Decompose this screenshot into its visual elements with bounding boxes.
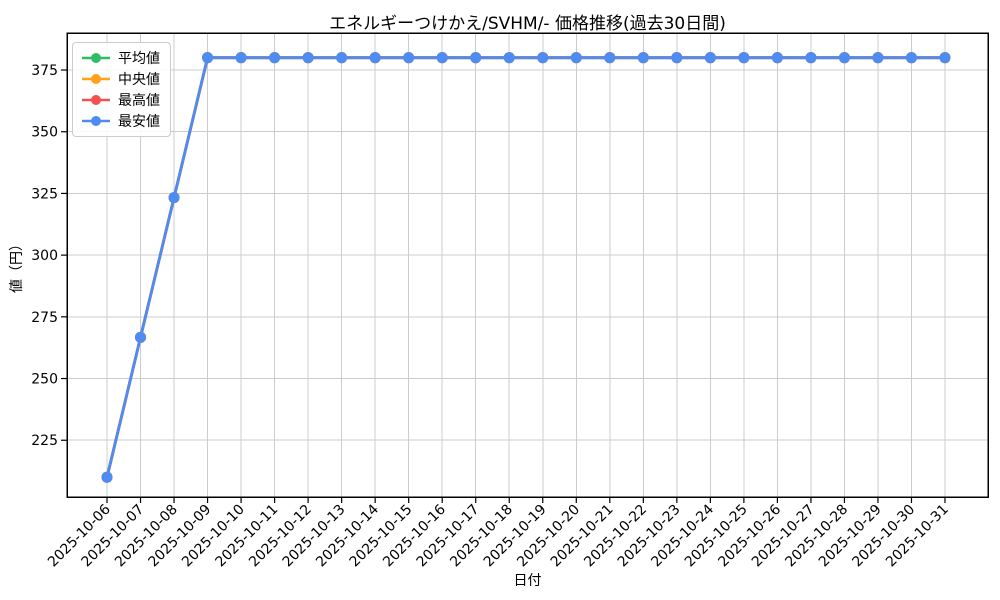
- data-point-min-2025-10-10: [235, 52, 247, 64]
- x-axis-label: 日付: [513, 573, 542, 589]
- legend-marker-min-icon: [82, 116, 110, 126]
- data-point-min-2025-10-24: [704, 52, 716, 64]
- data-point-min-2025-10-25: [738, 52, 750, 64]
- data-point-min-2025-10-17: [470, 52, 482, 64]
- data-point-min-2025-10-14: [369, 52, 381, 64]
- data-point-min-2025-10-30: [905, 52, 917, 64]
- legend-marker-max-icon: [82, 95, 110, 105]
- legend-item-max: 最高値: [81, 90, 160, 110]
- data-point-min-2025-10-07: [135, 331, 147, 343]
- y-tick-label-225: 225: [31, 433, 58, 449]
- series-average: [101, 52, 951, 483]
- data-point-min-2025-10-15: [403, 52, 415, 64]
- data-point-min-2025-10-21: [604, 52, 616, 64]
- data-point-min-2025-10-09: [202, 52, 214, 64]
- legend-dot-max: [91, 95, 101, 105]
- legend-item-min: 最安値: [81, 111, 160, 131]
- y-tick-label-375: 375: [31, 63, 58, 79]
- legend: 平均値中央値最高値最安値: [72, 42, 171, 137]
- series-max: [101, 52, 951, 483]
- data-point-min-2025-10-13: [336, 52, 348, 64]
- plot-border: [66, 32, 989, 498]
- data-point-min-2025-10-23: [671, 52, 683, 64]
- y-axis-label: 値（円）: [9, 237, 25, 293]
- data-point-min-2025-10-11: [269, 52, 281, 64]
- series-line-min: [105, 56, 947, 479]
- legend-dot-min: [91, 116, 101, 126]
- data-point-min-2025-10-18: [503, 52, 515, 64]
- y-tick-label-300: 300: [31, 248, 58, 264]
- legend-dot-median: [91, 74, 101, 84]
- data-point-min-2025-10-06: [101, 471, 113, 483]
- data-point-min-2025-10-08: [168, 192, 180, 204]
- data-point-min-2025-10-22: [637, 52, 649, 64]
- data-point-min-2025-10-26: [771, 52, 783, 64]
- grid: [67, 33, 988, 497]
- data-point-min-2025-10-28: [838, 52, 850, 64]
- series-min: [101, 52, 951, 483]
- legend-dot-average: [91, 53, 101, 63]
- series-median: [101, 52, 951, 483]
- data-point-min-2025-10-19: [537, 52, 549, 64]
- legend-item-median: 中央値: [81, 69, 160, 89]
- y-tick-label-325: 325: [31, 186, 58, 202]
- chart-title: エネルギーつけかえ/SVHM/- 価格推移(過去30日間): [329, 14, 726, 34]
- legend-item-average: 平均値: [81, 48, 160, 68]
- legend-marker-median-icon: [82, 74, 110, 84]
- legend-label-max: 最高値: [118, 93, 160, 109]
- series-line-median: [105, 56, 947, 479]
- data-point-min-2025-10-29: [872, 52, 884, 64]
- data-point-min-2025-10-27: [805, 52, 817, 64]
- legend-label-average: 平均値: [118, 51, 160, 67]
- series-line-average: [105, 56, 947, 479]
- y-tick-label-350: 350: [31, 125, 58, 141]
- data-point-min-2025-10-31: [939, 52, 951, 64]
- axis-ticks: [61, 69, 946, 503]
- legend-label-median: 中央値: [118, 72, 160, 88]
- series-line-max: [105, 56, 947, 479]
- y-tick-label-275: 275: [31, 310, 58, 326]
- y-tick-label-250: 250: [31, 372, 58, 388]
- legend-marker-average-icon: [82, 53, 110, 63]
- legend-label-min: 最安値: [118, 114, 160, 130]
- data-point-min-2025-10-12: [302, 52, 314, 64]
- data-point-min-2025-10-16: [436, 52, 448, 64]
- data-point-min-2025-10-20: [570, 52, 582, 64]
